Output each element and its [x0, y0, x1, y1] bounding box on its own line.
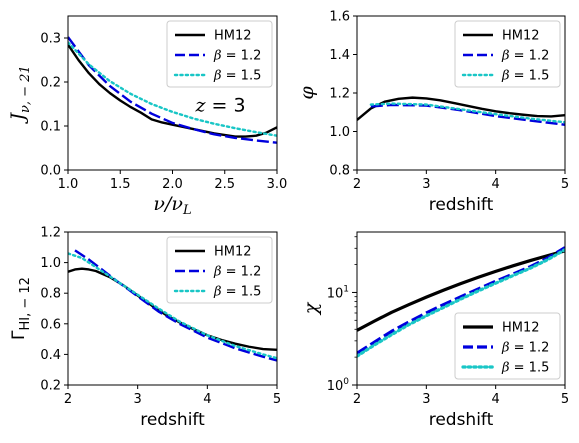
y-tick-label: 100 — [327, 377, 350, 394]
x-axis-label: redshift — [429, 195, 494, 215]
x-tick-label: 2.5 — [214, 177, 235, 192]
legend-label: HM12 — [502, 321, 540, 336]
legend-label: β = 1.2 — [501, 341, 549, 356]
y-tick-label: 101 — [327, 284, 349, 301]
legend-label: β = 1.2 — [501, 49, 549, 64]
series-line-jnu-1 — [68, 36, 277, 144]
y-tick-label: 0.8 — [40, 287, 61, 302]
x-tick-label: 2.0 — [162, 177, 183, 192]
y-tick-label: 0.4 — [40, 348, 61, 363]
x-tick-label: 3 — [134, 392, 142, 407]
y-axis-label: φ — [296, 86, 318, 100]
panel-gamma: 2 3 4 5 0.2 0.4 0.6 0.8 1.0 1.2 redshift ΓHI, − 12 H… — [9, 226, 281, 431]
y-tick-label: 0.2 — [40, 379, 61, 394]
x-tick-label: 5 — [561, 177, 569, 192]
x-tick-label: 5 — [273, 392, 281, 407]
legend-label: β = 1.5 — [213, 69, 261, 84]
y-tick-label: 1.0 — [40, 256, 61, 271]
series-line-gamma-0 — [68, 267, 277, 352]
axes-frame-chi — [356, 231, 566, 386]
x-tick-label: 2 — [353, 177, 361, 192]
x-tick-label: 4 — [492, 177, 500, 192]
y-tick-label: 1.6 — [329, 10, 350, 25]
y-tick-label: 0.1 — [40, 120, 61, 135]
legend-label: β = 1.5 — [213, 285, 261, 300]
y-tick-label: 0.3 — [40, 32, 61, 47]
legend-label: HM12 — [502, 29, 540, 44]
series-line-phi-1 — [370, 103, 565, 126]
y-tick-label: 1.4 — [329, 48, 350, 63]
legend-box — [454, 312, 561, 380]
y-tick-label: 0.2 — [40, 76, 61, 91]
legend-box — [454, 20, 561, 88]
y-tick-label: 1.2 — [40, 226, 61, 241]
series-line-chi-0 — [357, 249, 565, 332]
y-axis-label: ΓHI, − 12 — [9, 277, 33, 340]
x-tick-label: 3.0 — [267, 177, 288, 192]
legend-label: β = 1.2 — [213, 265, 261, 280]
y-tick-label: 0.6 — [40, 317, 61, 332]
y-axis-label: Jν, − 21 — [7, 65, 33, 124]
y-tick-label: 1.2 — [329, 87, 350, 102]
x-tick-label: 5 — [561, 392, 569, 407]
x-tick-label: 2 — [64, 392, 72, 407]
legend-label: HM12 — [214, 245, 252, 260]
series-line-gamma-2 — [68, 252, 277, 360]
x-tick-label: 3 — [422, 392, 430, 407]
x-tick-label: 2 — [353, 392, 361, 407]
x-tick-label: 4 — [203, 392, 211, 407]
legend-box — [166, 20, 273, 88]
x-axis-label: redshift — [140, 410, 205, 430]
redshift-annotation: z = 3 — [195, 94, 246, 116]
y-tick-label: 0.8 — [329, 164, 350, 179]
series-line-jnu-0 — [68, 43, 277, 138]
x-tick-label: 1.0 — [58, 177, 79, 192]
panel-chi: 2 3 4 5 100 101 redshift χ HM12 β = 1.2 β = 1.5 — [300, 231, 569, 430]
legend-label: HM12 — [214, 29, 252, 44]
x-tick-label: 3 — [422, 177, 430, 192]
y-tick-label: 0.0 — [40, 164, 61, 179]
x-axis-label: ν/νL — [153, 193, 191, 218]
panel-jnu: 1.0 1.5 2.0 2.5 3.0 0.0 0.1 0.2 0.3 ν/νL Jν, − 21 z… — [7, 15, 288, 218]
series-line-gamma-1 — [74, 249, 277, 362]
series-line-phi-2 — [369, 102, 565, 124]
series-line-jnu-2 — [68, 41, 277, 137]
legend-label: β = 1.5 — [501, 69, 549, 84]
series-line-phi-0 — [357, 96, 565, 121]
x-axis-label: redshift — [429, 410, 494, 430]
series-line-chi-2 — [357, 248, 565, 358]
x-tick-label: 1.5 — [110, 177, 131, 192]
x-tick-label: 4 — [492, 392, 500, 407]
y-axis-label: χ — [300, 301, 322, 316]
legend-label: β = 1.2 — [213, 49, 261, 64]
panel-phi: 2 3 4 5 0.8 1.0 1.2 1.4 1.6 redshift φ HM12 β = 1.2 β… — [296, 10, 569, 216]
legend-box — [166, 236, 273, 304]
legend-label: β = 1.5 — [501, 361, 549, 376]
y-tick-label: 1.0 — [329, 125, 350, 140]
axes-frame-gamma — [67, 231, 278, 386]
